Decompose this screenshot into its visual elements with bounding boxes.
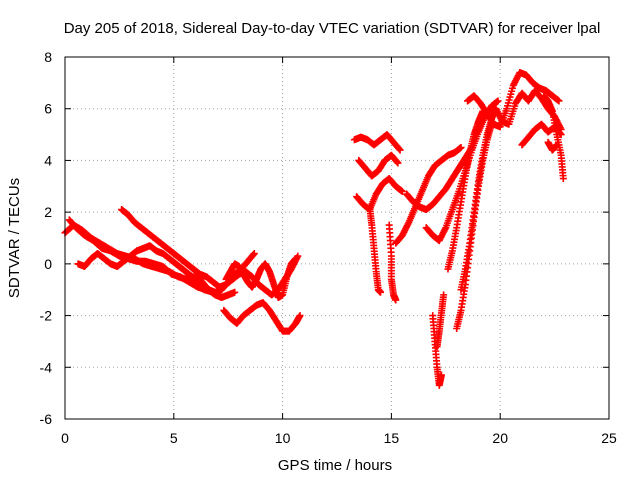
data-point	[292, 255, 300, 263]
data-point	[396, 146, 404, 154]
series-track-8	[350, 131, 404, 154]
y-tick-label: -4	[40, 359, 53, 375]
x-tick-label: 10	[275, 430, 291, 446]
data-point	[394, 159, 402, 167]
series-track-25	[544, 138, 561, 154]
data-point	[393, 158, 401, 166]
y-tick-label: 2	[44, 204, 52, 220]
data-point	[296, 312, 304, 320]
data-point	[556, 130, 564, 138]
data-point	[440, 291, 448, 299]
y-axis-label: SDTVAR / TECUs	[6, 178, 23, 298]
series-track-21	[464, 69, 563, 131]
data-point	[395, 145, 403, 153]
series-track-12	[385, 221, 400, 304]
x-tick-label: 0	[61, 430, 69, 446]
series-track-7	[192, 250, 258, 296]
axis-ticks	[64, 56, 610, 420]
y-tick-label: 6	[44, 101, 52, 117]
data-point	[392, 296, 400, 304]
data-point	[555, 97, 563, 105]
series-track-5	[220, 299, 304, 335]
data-points	[61, 69, 567, 389]
x-tick-label: 5	[170, 430, 178, 446]
data-point	[494, 97, 502, 105]
data-point	[553, 141, 561, 149]
y-tick-label: 4	[44, 152, 52, 168]
chart-title: Day 205 of 2018, Sidereal Day-to-day VTE…	[64, 20, 601, 37]
y-tick-label: -6	[40, 411, 53, 427]
y-tick-label: 8	[44, 49, 52, 65]
series-track-10	[353, 175, 406, 214]
series-track-9	[355, 151, 402, 180]
y-tick-labels: -6 -4 -2 0 2 4 6 8	[40, 49, 53, 427]
y-tick-label: 0	[44, 256, 52, 272]
series-track-3	[74, 242, 239, 301]
x-axis-label: GPS time / hours	[278, 457, 392, 474]
data-point	[249, 250, 257, 258]
grid-lines	[65, 57, 609, 419]
x-tick-label: 15	[384, 430, 400, 446]
data-point	[250, 250, 258, 258]
series-track-24	[540, 92, 567, 183]
series-track-11	[366, 203, 385, 296]
x-tick-label: 25	[601, 430, 617, 446]
x-tick-label: 20	[492, 430, 508, 446]
data-point	[231, 288, 239, 296]
series-track-23	[518, 120, 565, 149]
data-point	[457, 144, 465, 151]
y-tick-label: -2	[40, 308, 53, 324]
data-point	[398, 187, 406, 195]
data-point	[377, 288, 385, 296]
data-point	[559, 175, 567, 183]
series-track-6	[222, 255, 300, 301]
series-track-14	[403, 144, 476, 214]
series-track-17	[433, 291, 448, 351]
series-track-16	[429, 312, 445, 389]
x-tick-labels: 0 5 10 15 20 25	[61, 430, 617, 446]
plot-frame	[64, 56, 610, 420]
series-track-18	[444, 107, 487, 273]
data-point	[437, 371, 445, 379]
